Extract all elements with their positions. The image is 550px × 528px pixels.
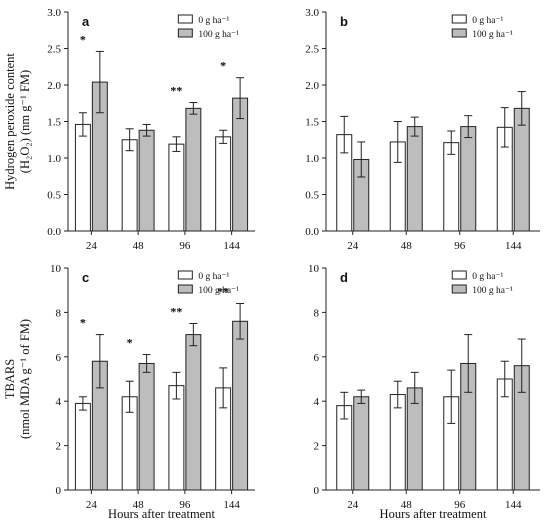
legend-swatch-1: [177, 284, 193, 294]
x-tick-label: 96: [454, 240, 466, 252]
bar-series-0: [74, 123, 91, 232]
legend-swatch-0: [177, 270, 193, 280]
legend-swatch-0: [177, 14, 193, 24]
significance-mark: **: [170, 84, 182, 98]
x-tick-label: 96: [179, 240, 191, 252]
panel-letter: c: [82, 270, 89, 285]
y-tick-label: 0: [314, 485, 320, 497]
bar-series-0: [168, 385, 185, 491]
x-tick-label: 24: [86, 240, 98, 252]
legend-label: 100 g ha⁻¹: [472, 286, 513, 296]
y-tick-label: 6: [56, 352, 62, 364]
significance-mark: **: [217, 285, 229, 299]
x-tick-label: 24: [347, 499, 359, 511]
y-tick-label: 2.5: [305, 44, 319, 56]
y-tick-label: 0.5: [47, 190, 61, 202]
bar-series-0: [215, 136, 232, 232]
significance-mark: *: [127, 336, 133, 350]
bar-series-1: [353, 396, 370, 491]
legend-label: 0 g ha⁻¹: [198, 272, 229, 282]
legend-label: 100 g ha⁻¹: [198, 286, 239, 296]
legend-label: 0 g ha⁻¹: [472, 16, 503, 26]
y-axis-title: (nmol MDA g⁻¹ of FM): [18, 319, 32, 439]
bar-series-0: [389, 394, 406, 491]
bar-series-0: [443, 142, 460, 232]
legend-label: 100 g ha⁻¹: [198, 30, 239, 40]
legend-label: 100 g ha⁻¹: [472, 30, 513, 40]
y-tick-label: 3.0: [47, 7, 61, 19]
bar-series-0: [121, 139, 138, 232]
y-tick-label: 6: [314, 352, 320, 364]
x-tick-label: 24: [347, 240, 359, 252]
y-tick-label: 8: [56, 307, 62, 319]
legend-label: 0 g ha⁻¹: [198, 16, 229, 26]
x-tick-label: 96: [179, 499, 191, 511]
y-tick-label: 2.0: [47, 80, 61, 92]
y-tick-label: 1.5: [47, 117, 61, 129]
panel-letter: d: [340, 270, 348, 285]
bar-series-1: [185, 334, 202, 491]
significance-mark: **: [170, 305, 182, 319]
y-tick-label: 4: [56, 396, 62, 408]
bar-series-1: [138, 362, 155, 491]
legend-swatch-1: [177, 28, 193, 38]
x-tick-label: 144: [223, 240, 240, 252]
legend-swatch-0: [451, 14, 467, 24]
y-tick-label: 2: [314, 441, 320, 453]
y-tick-label: 0.5: [305, 190, 319, 202]
legend-swatch-0: [451, 270, 467, 280]
y-tick-label: 2.0: [305, 80, 319, 92]
x-axis-title: Hours after treatment: [108, 507, 215, 521]
bar-series-1: [138, 129, 155, 232]
bar-series-1: [460, 126, 477, 232]
panel-letter: a: [82, 14, 90, 29]
y-axis-title: TBARS: [3, 359, 17, 399]
x-tick-label: 144: [505, 499, 522, 511]
significance-mark: *: [220, 59, 226, 73]
bar-series-0: [168, 143, 185, 232]
x-axis-title: Hours after treatment: [380, 507, 487, 521]
x-tick-label: 144: [505, 240, 522, 252]
x-tick-label: 48: [401, 240, 413, 252]
y-tick-label: 3.0: [305, 7, 319, 19]
y-tick-label: 10: [50, 263, 62, 275]
bar-series-1: [232, 320, 249, 491]
x-tick-label: 48: [133, 240, 145, 252]
legend-swatch-1: [451, 28, 467, 38]
panel-letter: b: [340, 14, 348, 29]
y-tick-label: 2.5: [47, 44, 61, 56]
legend-label: 0 g ha⁻¹: [472, 272, 503, 282]
significance-mark: *: [80, 32, 86, 46]
significance-mark: *: [80, 316, 86, 330]
y-tick-label: 10: [308, 263, 320, 275]
y-tick-label: 8: [314, 307, 320, 319]
x-tick-label: 48: [133, 499, 145, 511]
x-tick-label: 96: [454, 499, 466, 511]
y-tick-label: 1.0: [305, 153, 319, 165]
x-tick-label: 24: [86, 499, 98, 511]
bar-series-1: [513, 107, 530, 232]
bar-series-1: [185, 107, 202, 232]
y-tick-label: 1.5: [305, 117, 319, 129]
legend-swatch-1: [451, 284, 467, 294]
x-tick-label: 48: [401, 499, 413, 511]
y-tick-label: 4: [314, 396, 320, 408]
y-tick-label: 0.0: [47, 226, 61, 238]
y-tick-label: 0.0: [305, 226, 319, 238]
y-axis-title: Hydrogen peroxide content: [3, 53, 17, 190]
y-tick-label: 0: [56, 485, 62, 497]
y-tick-label: 1.0: [47, 153, 61, 165]
y-axis-title: (H₂O₂) (nm g⁻¹ FM): [18, 70, 32, 173]
bar-series-0: [74, 402, 91, 491]
bar-series-1: [406, 126, 423, 232]
y-tick-label: 2: [56, 441, 62, 453]
x-tick-label: 144: [223, 499, 240, 511]
